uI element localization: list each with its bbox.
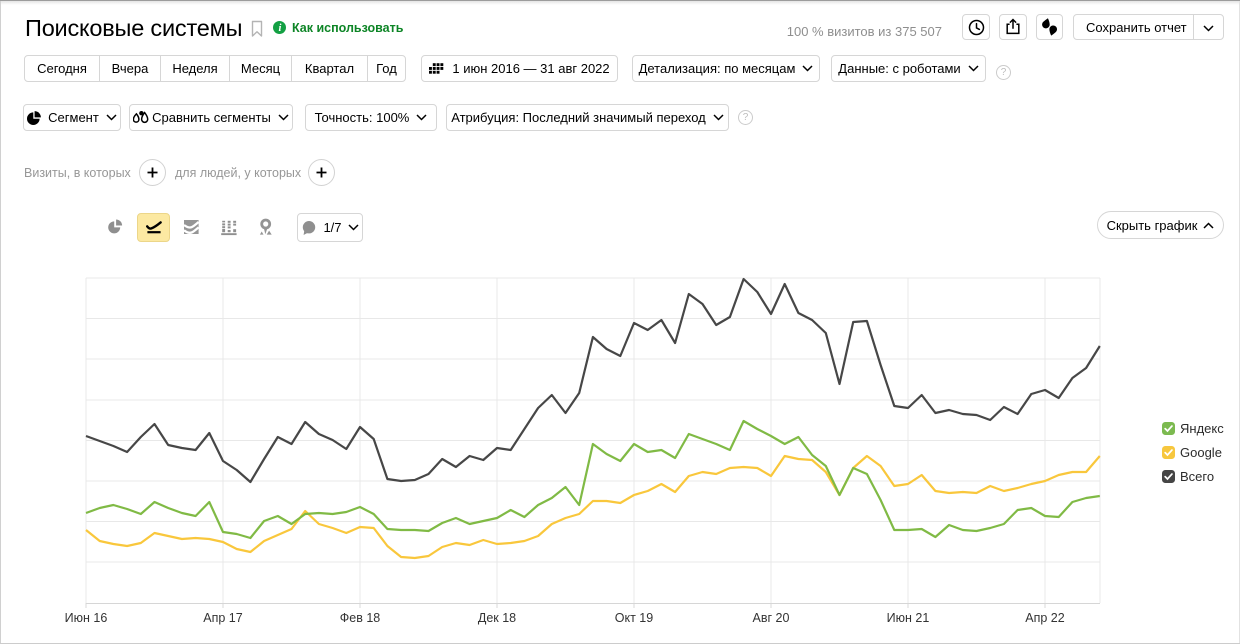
svg-text:Апр 17: Апр 17: [203, 611, 242, 625]
svg-text:Июн 21: Июн 21: [887, 611, 930, 625]
svg-text:i: i: [279, 23, 282, 34]
svg-text:Фев 18: Фев 18: [340, 611, 381, 625]
svg-text:Дек 18: Дек 18: [478, 611, 516, 625]
svg-text:Июн 16: Июн 16: [65, 611, 108, 625]
svg-text:Авг 20: Авг 20: [753, 611, 790, 625]
svg-text:Окт 19: Окт 19: [615, 611, 653, 625]
svg-text:Апр 22: Апр 22: [1025, 611, 1064, 625]
